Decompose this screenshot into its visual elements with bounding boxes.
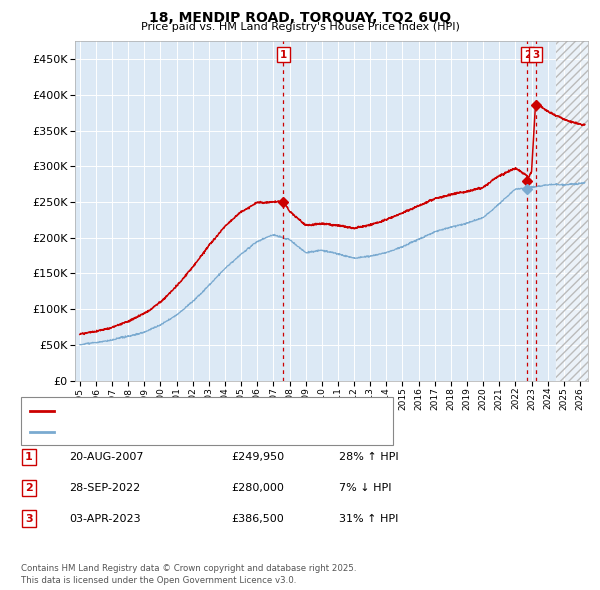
- Bar: [556, 41, 600, 381]
- Text: 3: 3: [532, 50, 539, 60]
- Text: 1: 1: [280, 50, 287, 60]
- Text: 18, MENDIP ROAD, TORQUAY, TQ2 6UQ (semi-detached house): 18, MENDIP ROAD, TORQUAY, TQ2 6UQ (semi-…: [58, 405, 366, 415]
- Text: Price paid vs. HM Land Registry's House Price Index (HPI): Price paid vs. HM Land Registry's House …: [140, 22, 460, 32]
- Text: HPI: Average price, semi-detached house, Torbay: HPI: Average price, semi-detached house,…: [58, 427, 298, 437]
- Text: 1: 1: [25, 453, 32, 462]
- Text: £386,500: £386,500: [231, 514, 284, 523]
- Text: 7% ↓ HPI: 7% ↓ HPI: [339, 483, 391, 493]
- Text: 28-SEP-2022: 28-SEP-2022: [69, 483, 140, 493]
- Text: 2: 2: [524, 50, 531, 60]
- Bar: [556, 41, 600, 381]
- Text: 31% ↑ HPI: 31% ↑ HPI: [339, 514, 398, 523]
- Text: £280,000: £280,000: [231, 483, 284, 493]
- Text: £249,950: £249,950: [231, 453, 284, 462]
- Text: 28% ↑ HPI: 28% ↑ HPI: [339, 453, 398, 462]
- Text: Contains HM Land Registry data © Crown copyright and database right 2025.
This d: Contains HM Land Registry data © Crown c…: [21, 565, 356, 585]
- Text: 3: 3: [25, 514, 32, 523]
- Text: 20-AUG-2007: 20-AUG-2007: [69, 453, 143, 462]
- Text: 2: 2: [25, 483, 32, 493]
- Text: 03-APR-2023: 03-APR-2023: [69, 514, 140, 523]
- Text: 18, MENDIP ROAD, TORQUAY, TQ2 6UQ: 18, MENDIP ROAD, TORQUAY, TQ2 6UQ: [149, 11, 451, 25]
